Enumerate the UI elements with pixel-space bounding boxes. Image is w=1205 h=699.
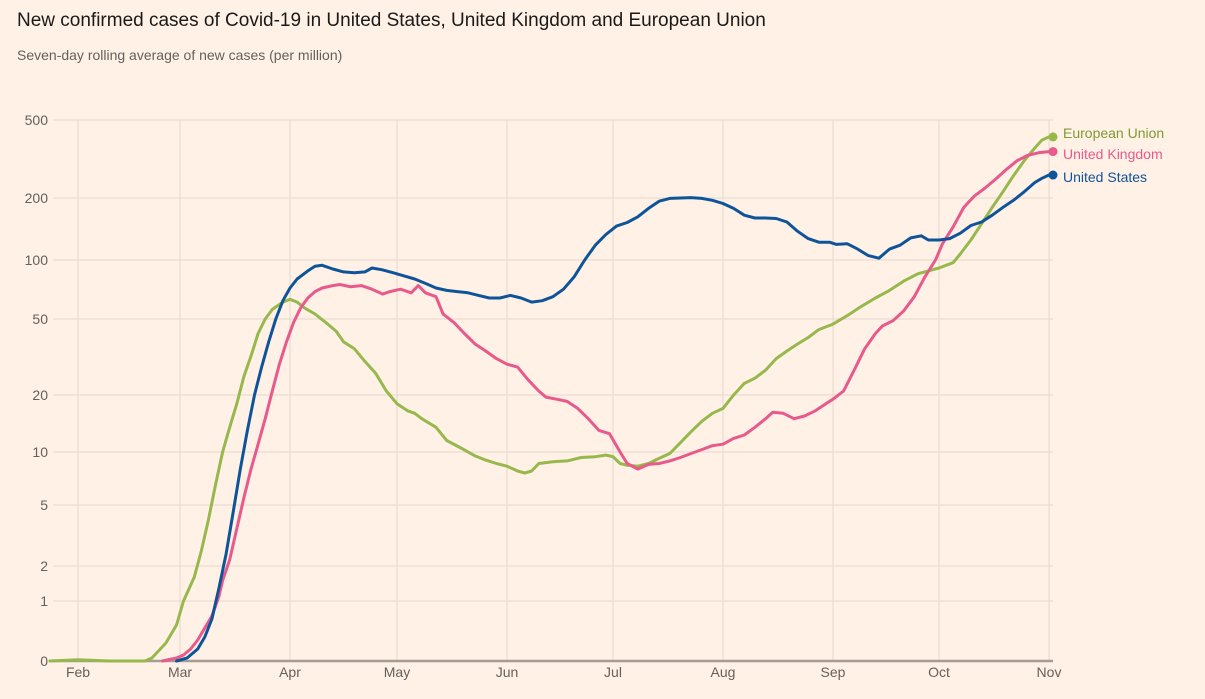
x-tick-label: Aug bbox=[711, 664, 736, 680]
x-axis: Feb Mar Apr May Jun Jul Aug Sep Oct Nov bbox=[66, 664, 1062, 680]
x-tick-label: Nov bbox=[1037, 664, 1062, 680]
x-tick-label: Sep bbox=[821, 664, 846, 680]
y-tick-label: 100 bbox=[25, 252, 49, 268]
legend-label: United Kingdom bbox=[1063, 146, 1163, 162]
x-tick-label: Mar bbox=[168, 664, 192, 680]
series-endpoint-marker bbox=[1048, 147, 1058, 157]
x-tick-label: Apr bbox=[279, 664, 301, 680]
y-axis: 0 1 2 5 10 20 50 100 200 500 bbox=[25, 112, 49, 669]
y-tick-label: 1 bbox=[40, 593, 48, 609]
series-line-european-union bbox=[48, 135, 1051, 663]
x-tick-label: Oct bbox=[928, 664, 950, 680]
chart-title: New confirmed cases of Covid-19 in Unite… bbox=[17, 10, 766, 31]
y-tick-label: 5 bbox=[40, 497, 48, 513]
legend-label: United States bbox=[1063, 169, 1147, 185]
legend: European Union United Kingdom United State… bbox=[1063, 125, 1164, 185]
series-line-united-states bbox=[175, 173, 1051, 663]
x-tick-label: May bbox=[384, 664, 410, 680]
y-tick-label: 2 bbox=[40, 558, 48, 574]
x-tick-label: Feb bbox=[66, 664, 90, 680]
y-tick-label: 10 bbox=[32, 444, 48, 460]
series-line-united-kingdom bbox=[160, 150, 1051, 663]
y-tick-label: 50 bbox=[32, 311, 48, 327]
y-tick-label: 20 bbox=[32, 387, 48, 403]
legend-label: European Union bbox=[1063, 125, 1164, 141]
series-endpoint-marker bbox=[1048, 170, 1058, 180]
y-tick-label: 500 bbox=[25, 112, 49, 128]
x-tick-label: Jul bbox=[604, 664, 622, 680]
y-tick-label: 200 bbox=[25, 190, 49, 206]
y-tick-label: 0 bbox=[40, 653, 48, 669]
chart-subtitle: Seven-day rolling average of new cases (… bbox=[17, 47, 343, 63]
x-tick-label: Jun bbox=[496, 664, 519, 680]
grid-layer bbox=[53, 119, 1053, 663]
series-endpoint-marker bbox=[1048, 132, 1058, 142]
series-layer bbox=[48, 132, 1058, 663]
